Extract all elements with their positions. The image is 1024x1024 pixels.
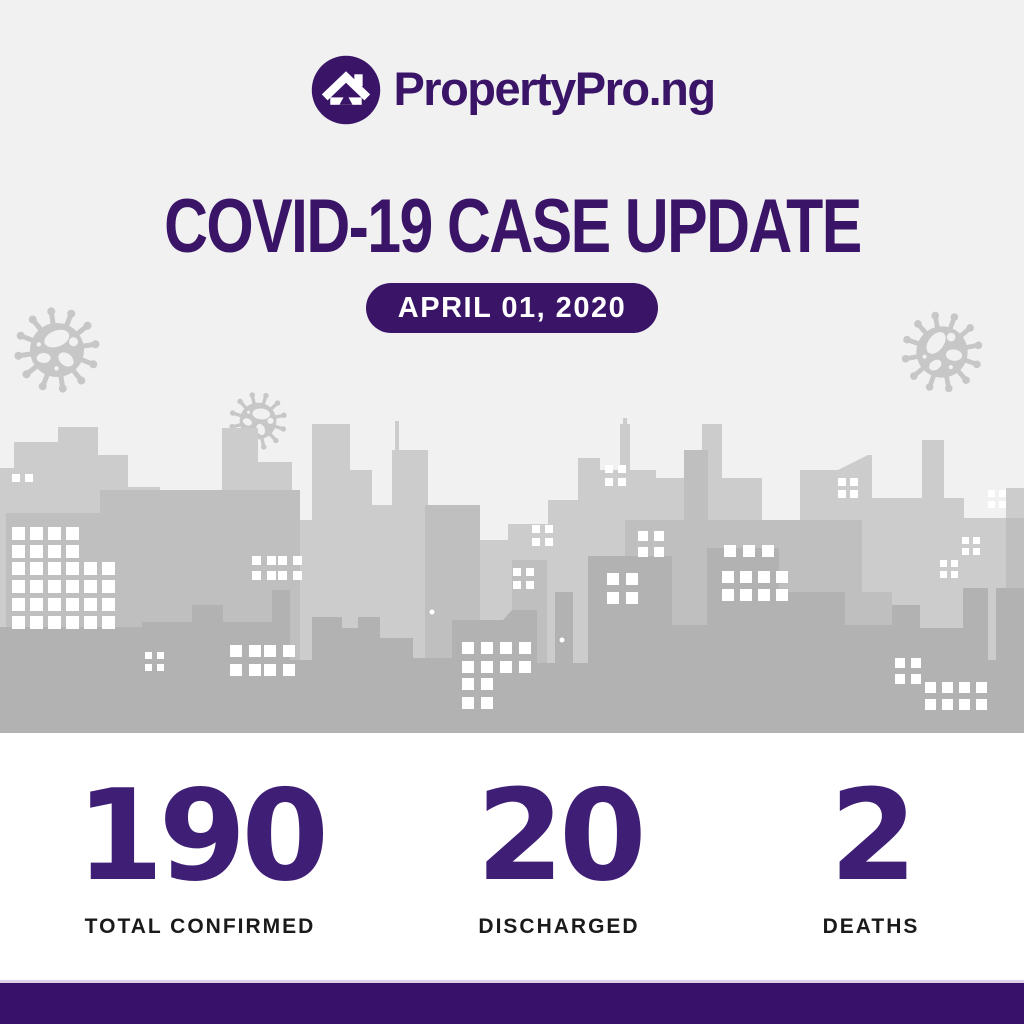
brand-logo: PropertyPro.ng <box>0 52 1024 128</box>
title-row: COVID-19 CASE UPDATE <box>0 189 1024 265</box>
virus-icon-middle-small <box>215 378 301 464</box>
date-row: APRIL 01, 2020 <box>0 283 1024 333</box>
footer-bar <box>0 980 1024 1024</box>
stat-label: DEATHS <box>822 915 920 938</box>
house-circle-icon <box>312 55 381 125</box>
skyline-back-layer <box>0 418 1024 733</box>
page-title: COVID-19 CASE UPDATE <box>163 184 862 269</box>
stat-discharged: 20 DISCHARGED <box>400 733 718 939</box>
stat-value: 20 <box>476 762 646 909</box>
brand-name: PropertyPro.ng <box>393 61 716 115</box>
building-windows <box>12 465 1006 710</box>
skyline-mid-layer <box>6 450 1024 733</box>
stat-label: TOTAL CONFIRMED <box>84 915 316 938</box>
stat-label: DISCHARGED <box>478 915 640 938</box>
stat-value: 190 <box>75 762 329 909</box>
date-badge: APRIL 01, 2020 <box>365 283 659 333</box>
stat-value: 2 <box>829 762 918 909</box>
skyline-front-layer <box>0 548 1024 733</box>
stats-panel: 190 TOTAL CONFIRMED 20 DISCHARGED 2 DEAT… <box>0 733 1024 980</box>
stat-deaths: 2 DEATHS <box>718 733 1024 939</box>
stat-total-confirmed: 190 TOTAL CONFIRMED <box>0 733 400 939</box>
